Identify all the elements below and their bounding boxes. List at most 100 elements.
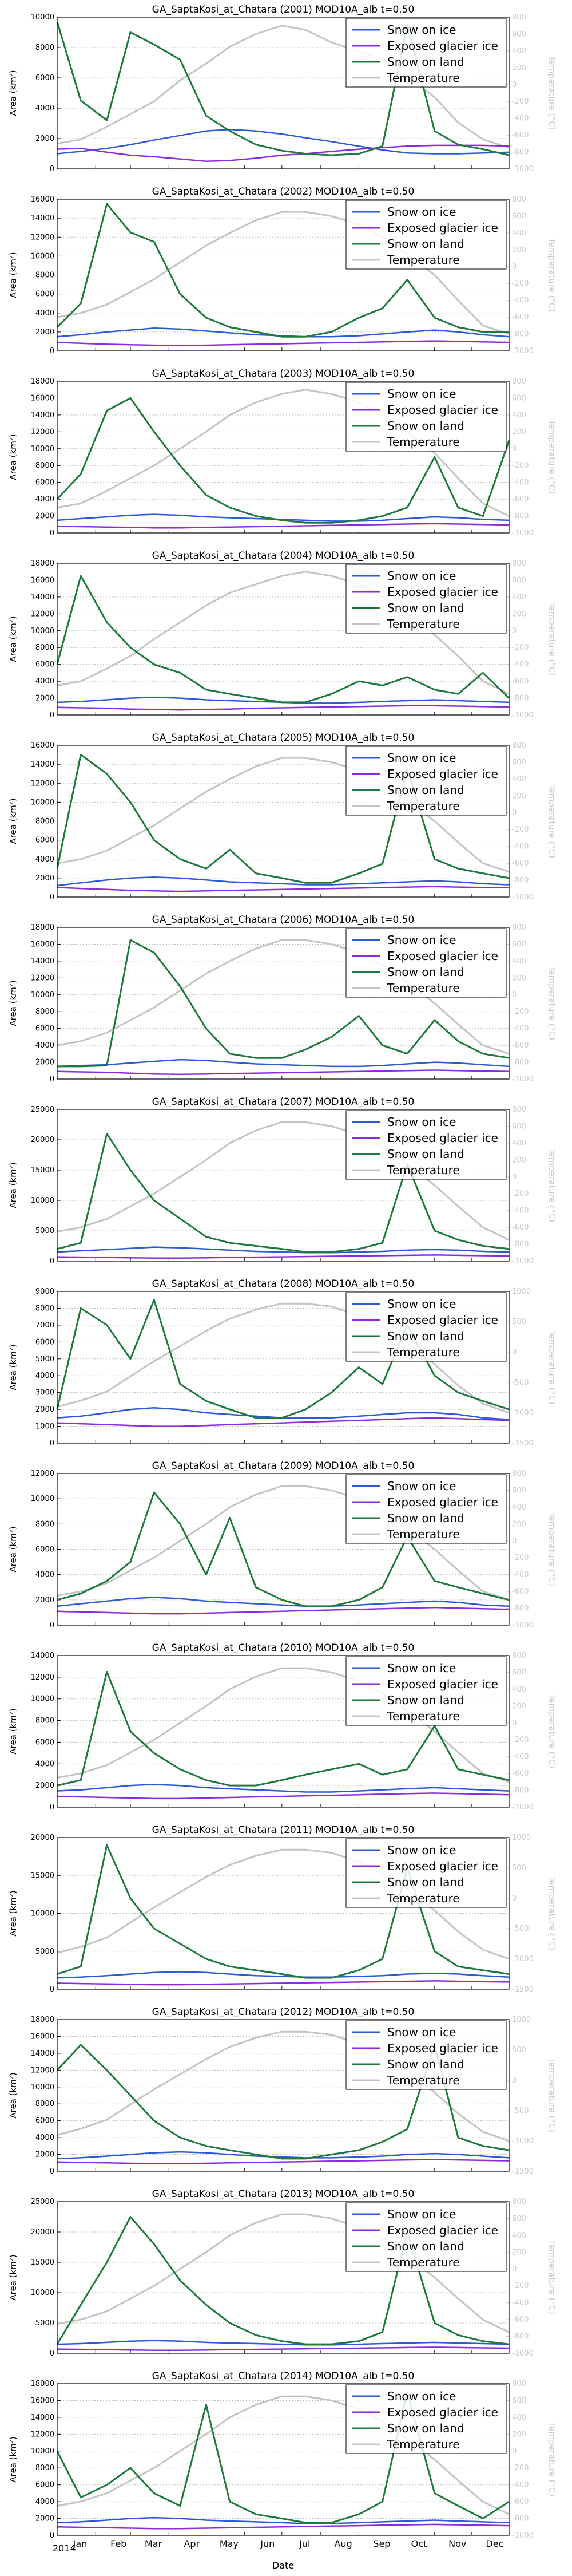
right-tick-label: -200	[512, 825, 529, 834]
legend: Snow on ice Exposed glacier ice Snow on la…	[345, 200, 507, 270]
right-tick-label: 400	[512, 1685, 526, 1694]
series-line-snow-on-ice	[57, 1246, 510, 1254]
series-line-temperature	[57, 2030, 510, 2142]
y-tick-label: 6000	[35, 836, 54, 845]
right-axis-label: Temperature (°C)	[547, 1512, 557, 1586]
y-tick-label: 0	[50, 1985, 54, 1994]
y-tick-label: 5000	[35, 1947, 54, 1956]
series-line-snow-on-ice	[57, 1971, 510, 1979]
legend-label: Temperature	[387, 1709, 460, 1723]
right-tick-label: -800	[512, 330, 529, 339]
panel-8: GA_SaptaKosi_at_Chatara (2008) MOD10A_al…	[8, 1278, 557, 1448]
right-tick-label: -600	[512, 1041, 529, 1050]
right-tick-label: -600	[512, 2316, 529, 2324]
right-tick-label: -1000	[512, 711, 534, 720]
y-axis-label: Area (km²)	[8, 252, 18, 298]
series-line-snow-on-ice	[57, 1058, 510, 1068]
panel-7: GA_SaptaKosi_at_Chatara (2007) MOD10A_al…	[8, 1096, 557, 1266]
series-line-exposed-glacier-ice	[57, 705, 510, 711]
y-tick-label: 8000	[35, 461, 54, 470]
right-tick-label: -400	[512, 297, 529, 305]
legend-label: Snow on ice	[387, 1843, 456, 1857]
y-tick-label: 8000	[35, 1304, 54, 1313]
y-tick-label: 16000	[31, 741, 54, 750]
y-axis-label: Area (km²)	[8, 2436, 18, 2482]
legend-label: Snow on land	[387, 965, 464, 979]
y-tick-label: 20000	[31, 2228, 54, 2237]
y-tick-label: 12000	[31, 2066, 54, 2075]
panels: GA_SaptaKosi_at_Chatara (2001) MOD10A_al…	[8, 4, 557, 2549]
y-tick-label: 6000	[35, 1338, 54, 1346]
y-tick-label: 6000	[35, 1738, 54, 1747]
y-tick-label: 2000	[35, 1405, 54, 1414]
y-tick-label: 0	[50, 1075, 54, 1084]
right-tick-label: 1000	[512, 1834, 531, 1842]
y-tick-label: 6000	[35, 2481, 54, 2490]
right-tick-label: -800	[512, 2333, 529, 2341]
x-axis-label: Date	[272, 2560, 294, 2571]
panel-title: GA_SaptaKosi_at_Chatara (2001) MOD10A_al…	[152, 4, 415, 15]
y-tick-label: 1000	[35, 1423, 54, 1431]
legend-label: Snow on ice	[387, 1297, 456, 1311]
legend-label: Snow on ice	[387, 2389, 456, 2403]
y-tick-label: 10000	[31, 991, 54, 999]
right-tick-label: 600	[512, 1668, 526, 1677]
y-tick-label: 4000	[35, 104, 54, 113]
y-tick-label: 12000	[31, 428, 54, 436]
plot-frame	[57, 1655, 510, 1808]
y-tick-label: 18000	[31, 2380, 54, 2388]
y-tick-label: 2000	[35, 135, 54, 143]
right-axis-label: Temperature (°C)	[547, 602, 557, 676]
right-tick-label: -600	[512, 677, 529, 686]
y-tick-label: 6000	[35, 74, 54, 82]
legend: Snow on ice Exposed glacier ice Snow on la…	[345, 1474, 507, 1544]
y-tick-label: 15000	[31, 1871, 54, 1880]
right-tick-label: -400	[512, 843, 529, 851]
legend-label: Snow on ice	[387, 2025, 456, 2039]
series-line-exposed-glacier-ice	[57, 340, 510, 347]
y-axis-label: Area (km²)	[8, 434, 18, 480]
right-tick-label: 0	[512, 991, 517, 999]
series-line-snow-on-land	[56, 2391, 510, 2524]
right-tick-label: -600	[512, 2498, 529, 2506]
legend-label: Exposed glacier ice	[387, 2405, 498, 2419]
legend-label: Temperature	[387, 617, 460, 631]
legend-label: Snow on land	[387, 1329, 464, 1343]
panel-title: GA_SaptaKosi_at_Chatara (2012) MOD10A_al…	[152, 2006, 415, 2018]
right-tick-label: 600	[512, 1486, 526, 1495]
y-tick-label: 2000	[35, 2515, 54, 2523]
panel-14: GA_SaptaKosi_at_Chatara (2014) MOD10A_al…	[8, 2370, 557, 2549]
legend-label: Temperature	[387, 799, 460, 813]
right-tick-label: 600	[512, 1122, 526, 1131]
panel-2: GA_SaptaKosi_at_Chatara (2002) MOD10A_al…	[8, 186, 557, 355]
right-tick-label: -800	[512, 512, 529, 521]
right-tick-label: 800	[512, 195, 526, 204]
y-axis-label: Area (km²)	[8, 980, 18, 1026]
y-tick-label: 10000	[31, 1695, 54, 1704]
y-tick-label: 6000	[35, 290, 54, 299]
x-tick-label: Feb	[110, 2538, 126, 2549]
y-tick-label: 18000	[31, 377, 54, 386]
series-line-temperature	[57, 1848, 510, 1960]
y-tick-label: 10000	[31, 445, 54, 453]
x-tick-label: Aug	[334, 2538, 352, 2549]
right-tick-label: -400	[512, 1571, 529, 1579]
legend-label: Snow on ice	[387, 1115, 456, 1129]
series-line-temperature	[57, 2395, 510, 2515]
right-tick-label: -200	[512, 97, 529, 106]
y-tick-label: 8000	[35, 2464, 54, 2472]
legend-label: Temperature	[387, 1527, 460, 1541]
right-tick-label: 400	[512, 1503, 526, 1512]
y-tick-label: 25000	[31, 1105, 54, 1114]
y-tick-label: 6000	[35, 1025, 54, 1033]
y-tick-label: 0	[50, 1439, 54, 1448]
series-line-snow-on-land	[57, 1491, 510, 1607]
x-tick-label: Jan	[73, 2538, 88, 2549]
right-tick-label: 500	[512, 2046, 526, 2055]
legend-label: Snow on ice	[387, 1479, 456, 1493]
right-tick-label: 0	[512, 81, 517, 89]
legend: Snow on ice Exposed glacier ice Snow on la…	[345, 2384, 507, 2454]
legend-label: Snow on land	[387, 237, 464, 251]
right-tick-label: -1000	[512, 1409, 534, 1417]
panel-title: GA_SaptaKosi_at_Chatara (2011) MOD10A_al…	[152, 1824, 415, 1836]
